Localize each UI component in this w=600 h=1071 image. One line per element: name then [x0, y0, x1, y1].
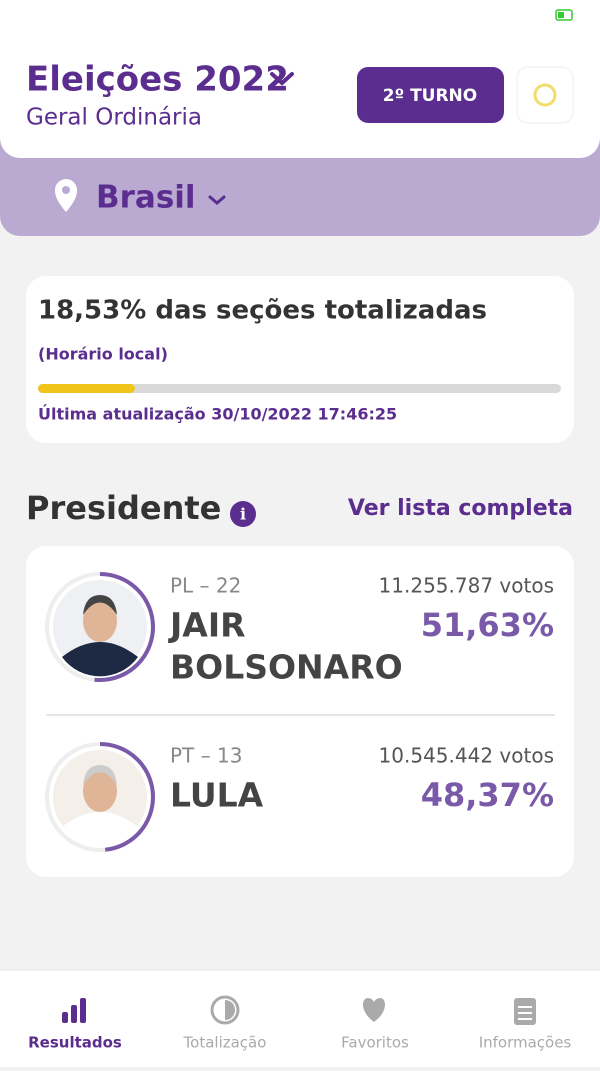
candidate-party: PT – 13: [170, 744, 242, 768]
nav-label[interactable]: Totalização: [183, 1034, 267, 1052]
avatar-hair: [83, 595, 117, 615]
vote-share-arc: [45, 742, 155, 852]
icon-results: [62, 998, 86, 1023]
icon-favorites: [363, 998, 385, 1022]
candidate-name: LULA: [170, 776, 264, 815]
theme-icon: [533, 83, 557, 107]
info-icon-glyph: i: [240, 505, 246, 524]
title-chevron[interactable]: [270, 72, 294, 86]
icon-totalization-fill: [225, 1000, 235, 1020]
nav-label[interactable]: Resultados: [28, 1034, 122, 1052]
vote-share-arc: [45, 572, 155, 682]
progress-bar: [38, 384, 135, 393]
battery: [555, 9, 573, 21]
theme-button[interactable]: [516, 66, 574, 124]
avatar-face: [83, 770, 117, 812]
title: Eleições 2022: [26, 60, 289, 100]
bottom-nav: [0, 970, 600, 1067]
icon-totalization: [210, 995, 240, 1025]
progress-note: (Horário local): [38, 345, 168, 364]
progress-track: [38, 384, 561, 393]
round-button[interactable]: [357, 67, 504, 123]
avatar-body: [62, 812, 138, 847]
candidates-card: [26, 546, 574, 877]
candidate-party: PL – 22: [170, 574, 241, 598]
full-list-link[interactable]: Ver lista completa: [348, 496, 573, 521]
candidate-votes: 11.255.787 votos: [379, 574, 554, 598]
battery-level: [558, 12, 564, 18]
icon-info: [514, 998, 536, 1025]
avatar-hair: [83, 765, 117, 785]
progress-title: 18,53% das seções totalizadas: [38, 296, 487, 326]
candidate-percent: 51,63%: [421, 606, 554, 644]
candidate-name: JAIR: [168, 606, 246, 645]
info-icon[interactable]: [230, 501, 256, 527]
last-update: Última atualização 30/10/2022 17:46:25: [38, 405, 397, 424]
subtitle: Geral Ordinária: [26, 105, 202, 131]
candidate-votes: 10.545.442 votos: [379, 744, 554, 768]
icon-info-lines: [518, 1006, 532, 1020]
section-title: Presidente: [26, 489, 221, 527]
location-chevron[interactable]: [208, 195, 226, 205]
avatar-face: [83, 600, 117, 642]
progress-card: [26, 276, 574, 443]
pin-hole: [62, 186, 70, 194]
location[interactable]: Brasil: [96, 180, 196, 216]
pin-icon: [55, 179, 77, 212]
candidate-name: BOLSONARO: [170, 648, 403, 687]
round-button-label[interactable]: 2º TURNO: [383, 86, 478, 106]
nav-label[interactable]: Informações: [479, 1034, 572, 1052]
nav-label[interactable]: Favoritos: [341, 1034, 409, 1052]
candidate-percent: 48,37%: [421, 776, 554, 814]
avatar-body: [62, 642, 138, 677]
